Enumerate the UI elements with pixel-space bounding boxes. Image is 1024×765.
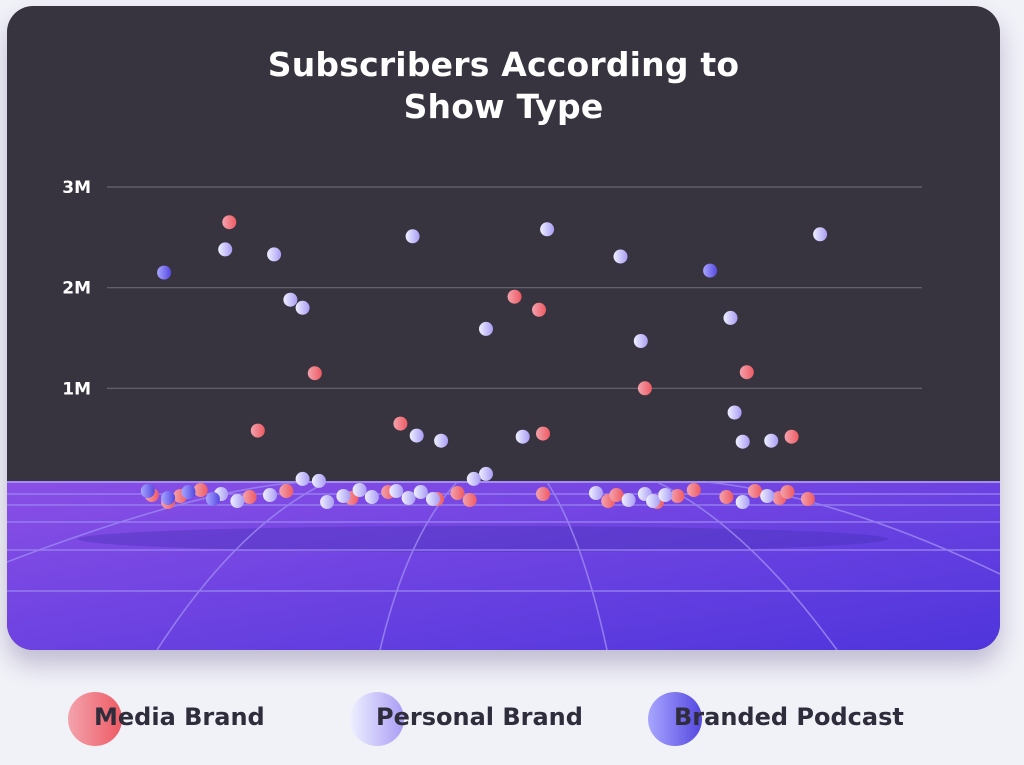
chart-title-line-2: Show Type xyxy=(403,87,604,126)
media-brand-point-13 xyxy=(193,483,208,497)
personal-brand-point-7 xyxy=(613,249,628,264)
branded-brand-point-4 xyxy=(181,485,196,499)
personal-brand-point-11 xyxy=(409,428,424,443)
personal-brand-point-20 xyxy=(466,471,481,486)
personal-brand-point-25 xyxy=(336,489,351,503)
branded-brand-point-5 xyxy=(205,492,220,506)
personal-brand-point-8 xyxy=(633,334,648,348)
personal-brand-point-29 xyxy=(401,491,416,505)
personal-brand-point-22 xyxy=(230,494,245,508)
media-brand-point-2 xyxy=(307,366,322,381)
y-tick-label-3M: 3M xyxy=(62,178,91,198)
media-brand-point-1 xyxy=(250,423,265,438)
personal-brand-point-9 xyxy=(723,310,738,325)
personal-brand-point-36 xyxy=(658,488,673,502)
personal-brand-point-23 xyxy=(263,488,277,502)
media-brand-point-0 xyxy=(222,215,237,230)
media-brand-point-21 xyxy=(536,487,550,501)
media-brand-point-30 xyxy=(780,485,795,499)
media-brand-point-28 xyxy=(747,484,762,498)
floor-grid xyxy=(7,481,1000,650)
chart-title: Subscribers According to Show Type xyxy=(7,44,1000,128)
media-brand-dot-icon xyxy=(68,692,122,746)
personal-brand-point-3 xyxy=(295,300,310,315)
personal-brand-point-19 xyxy=(479,466,493,481)
personal-brand-point-12 xyxy=(434,433,449,448)
media-brand-point-25 xyxy=(670,489,685,503)
personal-brand-point-26 xyxy=(352,483,367,497)
personal-brand-point-15 xyxy=(735,434,750,449)
personal-brand-point-35 xyxy=(646,494,661,508)
personal-brand-point-28 xyxy=(389,484,404,498)
media-brand-point-19 xyxy=(450,486,465,500)
media-brand-point-20 xyxy=(462,493,477,507)
personal-brand-point-37 xyxy=(735,495,750,509)
branded-brand-point-0 xyxy=(157,265,172,280)
personal-brand-point-33 xyxy=(621,493,636,507)
media-brand-point-23 xyxy=(609,488,624,502)
personal-brand-point-4 xyxy=(405,229,420,244)
legend: Media Brand Personal Brand Branded Podca… xyxy=(0,690,1024,750)
media-brand-point-8 xyxy=(739,365,754,380)
media-brand-point-9 xyxy=(784,429,799,444)
personal-brand-point-5 xyxy=(479,321,493,336)
media-brand-point-27 xyxy=(719,490,734,504)
personal-brand-point-30 xyxy=(413,485,428,499)
branded-brand-point-1 xyxy=(703,263,718,278)
personal-brand-point-10 xyxy=(813,227,828,242)
personal-brand-point-1 xyxy=(267,247,282,262)
personal-brand-point-32 xyxy=(589,486,603,500)
personal-brand-point-0 xyxy=(218,242,233,257)
media-brand-point-31 xyxy=(800,492,815,506)
media-brand-point-4 xyxy=(507,289,522,304)
personal-brand-dot-icon xyxy=(350,692,404,746)
personal-brand-point-38 xyxy=(760,489,775,503)
personal-brand-point-16 xyxy=(764,433,779,448)
personal-brand-point-17 xyxy=(295,471,310,486)
media-brand-point-3 xyxy=(393,416,408,431)
scatter-plot: 1M 2M 3M xyxy=(7,178,1000,650)
branded-podcast-dot-icon xyxy=(648,692,702,746)
personal-brand-point-18 xyxy=(311,473,326,488)
y-tick-label-1M: 1M xyxy=(62,379,91,399)
personal-brand-point-24 xyxy=(320,495,335,509)
personal-brand-point-31 xyxy=(426,492,440,506)
media-brand-point-26 xyxy=(686,483,701,497)
personal-brand-point-6 xyxy=(540,222,555,237)
media-brand-point-6 xyxy=(536,426,550,441)
media-brand-point-7 xyxy=(637,381,652,396)
personal-brand-point-27 xyxy=(364,490,379,504)
personal-brand-point-2 xyxy=(283,292,298,307)
branded-brand-point-3 xyxy=(161,491,176,505)
legend-label-branded-podcast: Branded Podcast xyxy=(674,703,904,731)
personal-brand-point-13 xyxy=(515,429,530,444)
legend-label-media-brand: Media Brand xyxy=(94,703,265,731)
personal-brand-point-14 xyxy=(727,405,742,420)
branded-brand-point-2 xyxy=(140,484,155,498)
chart-card: 1M 2M 3M Subscribers According to Show xyxy=(7,6,1000,650)
chart-title-line-1: Subscribers According to xyxy=(267,45,740,84)
media-brand-point-5 xyxy=(532,302,546,317)
media-brand-point-14 xyxy=(242,490,257,504)
y-tick-label-2M: 2M xyxy=(62,279,91,299)
media-brand-point-15 xyxy=(279,484,294,498)
legend-label-personal-brand: Personal Brand xyxy=(376,703,583,731)
